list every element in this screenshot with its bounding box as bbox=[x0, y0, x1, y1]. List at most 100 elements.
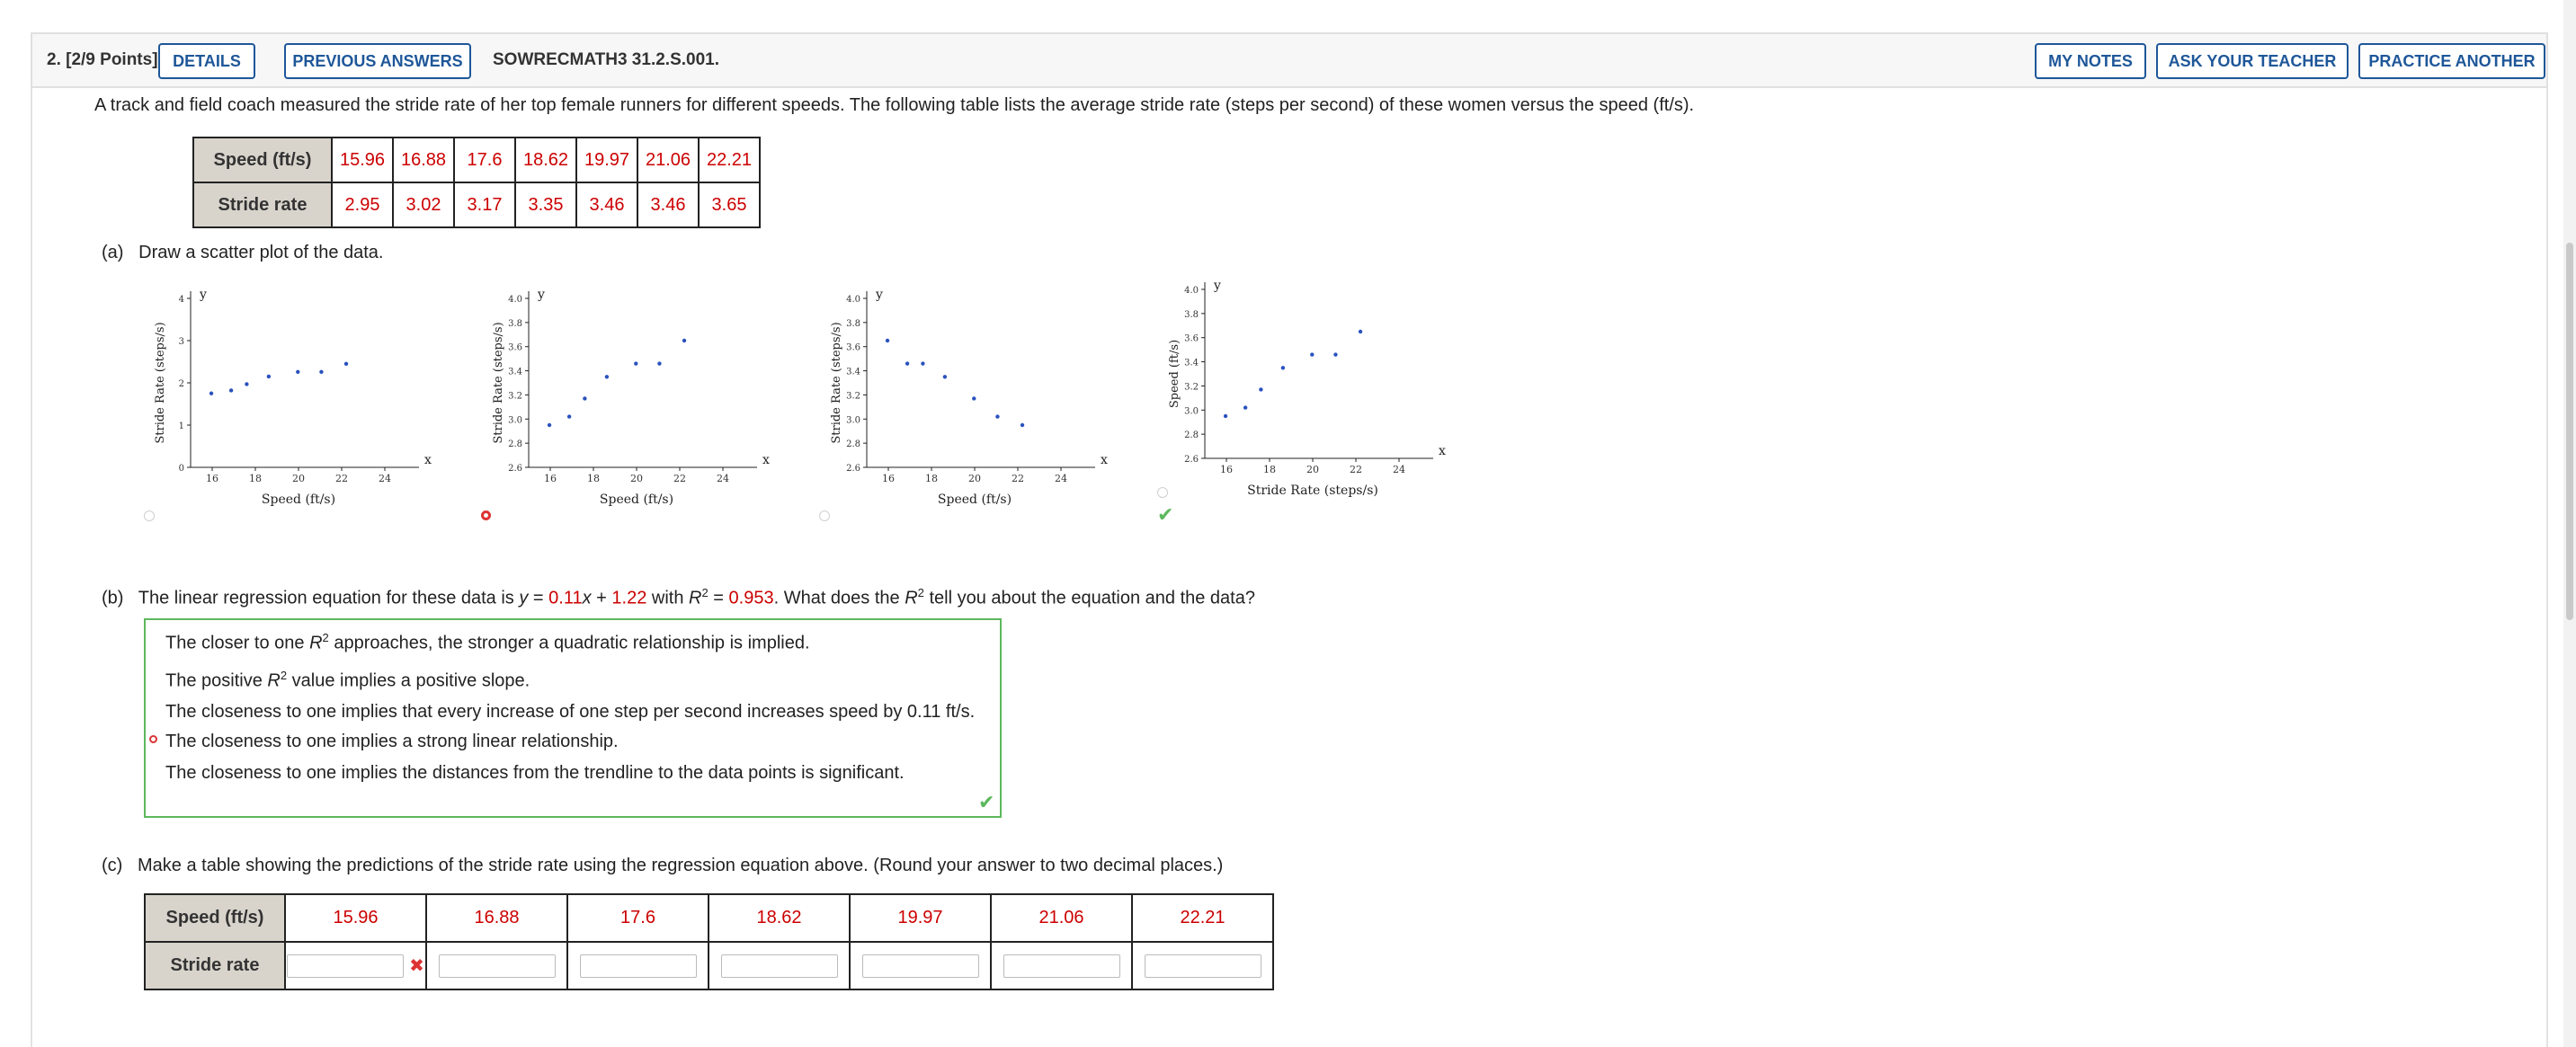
x-tick-label: 18 bbox=[587, 473, 600, 484]
stride-answer-input[interactable] bbox=[861, 954, 979, 978]
part-b-text: tell you about the equation and the data… bbox=[923, 588, 1255, 608]
y-tick-label: 2.8 bbox=[846, 439, 860, 449]
scrollbar-thumb[interactable] bbox=[2566, 243, 2573, 620]
choice-3[interactable]: The closeness to one implies that every … bbox=[165, 702, 975, 723]
stride-cell: 3.17 bbox=[453, 182, 516, 228]
r-squared-symbol: R bbox=[267, 670, 281, 691]
x-tick-label: 16 bbox=[544, 473, 557, 484]
data-point bbox=[343, 361, 349, 367]
ask-teacher-button[interactable]: ASK YOUR TEACHER bbox=[2156, 43, 2349, 79]
data-point bbox=[942, 375, 948, 379]
stride-answer-input[interactable] bbox=[287, 954, 405, 978]
page-scrollbar[interactable] bbox=[2563, 0, 2576, 1047]
y-tick-label: 3.4 bbox=[846, 368, 860, 377]
data-point bbox=[885, 338, 890, 343]
y-tick-label: 1 bbox=[179, 421, 184, 431]
stride-answer-input[interactable] bbox=[1144, 954, 1261, 978]
stride-answer-input[interactable] bbox=[1003, 954, 1120, 978]
stride-cell: 3.65 bbox=[698, 182, 761, 228]
speed-cell: 18.62 bbox=[708, 893, 851, 943]
choice-2[interactable]: The positive R2 value implies a positive… bbox=[165, 669, 530, 692]
y-tick-label: 3.4 bbox=[1184, 359, 1199, 368]
y-tick-label: 3.2 bbox=[1184, 382, 1199, 392]
data-point bbox=[995, 414, 1000, 419]
my-notes-button[interactable]: MY NOTES bbox=[2035, 43, 2146, 79]
r-squared-symbol: R bbox=[689, 588, 702, 608]
choice-4[interactable]: The closeness to one implies a strong li… bbox=[165, 732, 619, 752]
y-axis-label: Stride Rate (steps/s) bbox=[154, 322, 167, 443]
part-b-text: The linear regression equation for these… bbox=[138, 588, 520, 608]
scatter-option-1-radio[interactable] bbox=[144, 510, 155, 521]
r-squared-exponent: 2 bbox=[322, 631, 329, 644]
data-point bbox=[1259, 387, 1263, 392]
r-squared-value: 0.953 bbox=[728, 588, 774, 608]
part-b-label: (b) bbox=[102, 588, 124, 608]
y-tick-label: 2.6 bbox=[846, 464, 860, 474]
data-point bbox=[566, 414, 572, 419]
choice-text: The closeness to one implies that every … bbox=[165, 702, 976, 722]
x-axis-label: Speed (ft/s) bbox=[600, 492, 673, 507]
y-tick-label: 4.0 bbox=[846, 295, 860, 305]
stride-answer-input[interactable] bbox=[438, 954, 556, 978]
part-c-label: (c) bbox=[102, 856, 123, 875]
x-tick-label: 22 bbox=[673, 473, 686, 484]
y-tick-label: 3.4 bbox=[508, 368, 522, 377]
table-row: Speed (ft/s) 15.96 16.88 17.6 18.62 19.9… bbox=[192, 137, 761, 183]
y-axis-name: y bbox=[1213, 279, 1221, 293]
x-tick-label: 20 bbox=[968, 473, 981, 484]
equation-plus: + bbox=[591, 588, 612, 608]
question-number: 2. [2/9 Points] bbox=[47, 50, 158, 69]
y-tick-label: 4.0 bbox=[1184, 286, 1199, 296]
speed-cell: 21.06 bbox=[990, 893, 1133, 943]
y-tick-label: 3.0 bbox=[1184, 406, 1199, 416]
x-tick-label: 16 bbox=[1220, 464, 1233, 475]
choice-1[interactable]: The closer to one R2 approaches, the str… bbox=[165, 631, 810, 654]
answer-cell bbox=[566, 941, 709, 990]
x-tick-label: 16 bbox=[882, 473, 895, 484]
equation-equals: = bbox=[528, 588, 549, 608]
scatter-option-2-radio[interactable] bbox=[481, 510, 491, 520]
stride-cell: 3.46 bbox=[637, 182, 700, 228]
scatter-option-3[interactable]: 16 18 20 22 24 2.6 2.8 3.0 3.2 3.4 3.6 3.8 4.0 x y Spee… bbox=[820, 279, 1162, 523]
part-c-text: Make a table showing the predictions of … bbox=[138, 856, 1224, 875]
y-tick-label: 2 bbox=[179, 379, 184, 389]
table-row: Stride rate 2.95 3.02 3.17 3.35 3.46 3.4… bbox=[192, 182, 761, 228]
speed-cell: 19.97 bbox=[849, 893, 992, 943]
part-b-text: with bbox=[646, 588, 690, 608]
data-point bbox=[1223, 413, 1228, 419]
choice-5[interactable]: The closeness to one implies the distanc… bbox=[165, 763, 905, 784]
stride-cell: 3.35 bbox=[514, 182, 577, 228]
equation-y: y bbox=[519, 588, 529, 608]
equation-x: x bbox=[582, 588, 592, 608]
x-axis-label: Speed (ft/s) bbox=[262, 492, 335, 507]
scatter-option-2[interactable]: 16 18 20 22 24 2.6 2.8 3.0 3.2 3.4 3.6 3.8 4.0 x y Spee… bbox=[482, 279, 824, 523]
practice-another-button[interactable]: PRACTICE ANOTHER bbox=[2358, 43, 2545, 79]
previous-answers-button[interactable]: PREVIOUS ANSWERS bbox=[284, 43, 471, 79]
speed-cell: 21.06 bbox=[637, 137, 700, 183]
check-icon: ✔ bbox=[1157, 503, 1174, 526]
data-point bbox=[905, 361, 910, 366]
stride-answer-input[interactable] bbox=[579, 954, 697, 978]
data-point bbox=[1020, 422, 1025, 428]
stride-answer-input[interactable] bbox=[720, 954, 838, 978]
choice-4-radio[interactable] bbox=[149, 735, 157, 743]
scatter-option-3-radio[interactable] bbox=[819, 510, 830, 521]
data-point bbox=[1310, 352, 1315, 357]
y-tick-label: 2.6 bbox=[508, 464, 522, 474]
speed-header: Speed (ft/s) bbox=[192, 137, 333, 183]
details-button[interactable]: DETAILS bbox=[158, 43, 255, 79]
data-point bbox=[921, 361, 925, 366]
answer-cell bbox=[1131, 941, 1274, 990]
assignment-code: SOWRECMATH3 31.2.S.001. bbox=[493, 50, 720, 69]
choice-text: approaches, the stronger a quadratic rel… bbox=[328, 633, 810, 653]
table-row: Stride rate ✖ bbox=[144, 941, 1274, 990]
x-tick-label: 22 bbox=[1012, 473, 1024, 484]
scatter-option-1[interactable]: 16 18 20 22 24 0 1 2 3 4 x y Speed (ft/s) Stride Rate… bbox=[144, 279, 486, 523]
answer-choices: The closer to one R2 approaches, the str… bbox=[144, 618, 1002, 818]
scatter-option-4-radio[interactable] bbox=[1157, 487, 1168, 498]
r-squared-exponent: 2 bbox=[701, 586, 709, 599]
scatter-option-4[interactable]: 16 18 20 22 24 2.6 2.8 3.0 3.2 3.4 3.6 3.8 4.0 x y Stri… bbox=[1158, 270, 1500, 514]
part-b-prompt: (b) The linear regression equation for t… bbox=[102, 586, 1255, 609]
x-tick-label: 24 bbox=[379, 473, 391, 484]
speed-cell: 22.21 bbox=[698, 137, 761, 183]
